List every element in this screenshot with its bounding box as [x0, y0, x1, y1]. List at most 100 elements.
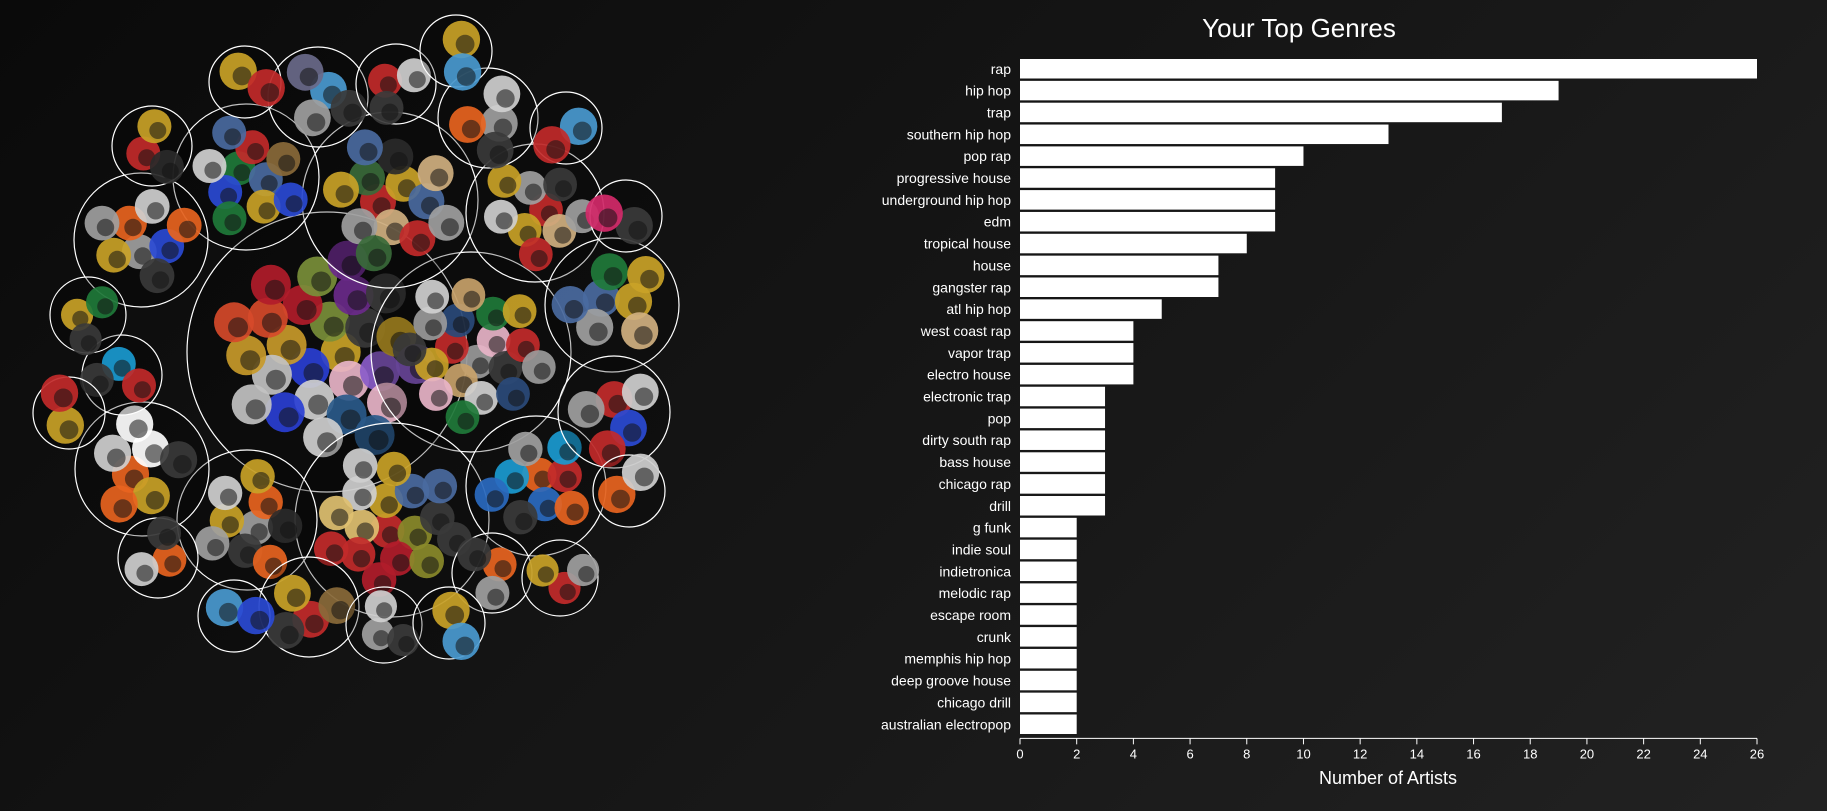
- artist-avatar-shade: [325, 544, 344, 562]
- category-label: indie soul: [952, 541, 1011, 557]
- artist-avatar-shade: [379, 76, 397, 94]
- genre-bubble[interactable]: [73, 172, 209, 308]
- category-label: chicago rap: [939, 476, 1012, 492]
- bars-group: [1020, 59, 1757, 734]
- artist-avatar-shade: [308, 394, 329, 415]
- genre-bubble[interactable]: [465, 143, 605, 283]
- genre-bubble[interactable]: [301, 111, 479, 289]
- artist-avatar-shade: [427, 292, 444, 310]
- genre-bubble[interactable]: [521, 539, 600, 617]
- artist-avatar-shade: [634, 326, 653, 345]
- category-label: crunk: [977, 629, 1012, 645]
- genre-bubble[interactable]: [267, 46, 369, 148]
- artist-avatar-shade: [489, 145, 509, 164]
- artist-avatar-shade: [381, 397, 401, 418]
- artist-avatar-shade: [515, 512, 533, 531]
- bar-southern-hip-hop: [1020, 124, 1389, 145]
- category-label: underground hip hop: [882, 192, 1011, 208]
- x-tick-label: 8: [1243, 746, 1250, 761]
- artist-avatar-shade: [311, 271, 332, 292]
- artist-avatar-shade: [499, 176, 517, 194]
- artist-avatar-shade: [461, 119, 481, 139]
- artist-avatar-shade: [476, 393, 494, 411]
- bar-drill: [1020, 496, 1106, 516]
- genre-bubble[interactable]: [370, 251, 572, 453]
- artist-avatar-shade: [634, 467, 654, 487]
- artist-avatar-shade: [368, 430, 389, 450]
- category-label: electronic trap: [923, 389, 1011, 405]
- category-label: indietronica: [939, 563, 1011, 579]
- genre-bubble[interactable]: [544, 237, 680, 373]
- genre-bubble[interactable]: [197, 579, 275, 653]
- bar-rap: [1020, 59, 1757, 79]
- artist-avatar-shade: [286, 588, 306, 607]
- genre-bubble[interactable]: [529, 91, 603, 165]
- x-axis: 0 2 4 6 8 10 12 14 16 18 20 22 24 26: [1016, 737, 1764, 761]
- artist-avatar-shade: [392, 554, 410, 572]
- genre-bubble[interactable]: [176, 449, 318, 591]
- genre-bubble[interactable]: [419, 14, 493, 91]
- artist-avatar-shade: [589, 322, 608, 342]
- artist-avatar-shade: [389, 152, 408, 170]
- genre-bubble[interactable]: [585, 179, 663, 253]
- bar-vapor-trap: [1020, 343, 1134, 363]
- artist-avatar-shade: [250, 523, 268, 541]
- x-tick-label: 0: [1016, 746, 1023, 761]
- x-tick-label: 10: [1296, 746, 1310, 761]
- artist-avatar-shade: [409, 528, 427, 546]
- genre-bubble[interactable]: [111, 105, 193, 187]
- artist-avatar-shade: [368, 248, 387, 267]
- genre-bubble[interactable]: [355, 43, 437, 125]
- artist-avatar-shade: [343, 103, 362, 123]
- artist-avatar-shade: [331, 601, 350, 620]
- bar-pop-rap: [1020, 146, 1304, 166]
- artist-avatar-shade: [623, 423, 642, 442]
- bar-bass-house: [1020, 452, 1106, 472]
- artist-avatar-shade: [455, 34, 475, 54]
- genre-bubble[interactable]: [465, 415, 607, 557]
- artist-avatar-shade: [580, 404, 600, 424]
- artist-avatar-shade: [421, 556, 439, 574]
- genre-bubble[interactable]: [49, 276, 127, 356]
- genre-bubble[interactable]: [592, 453, 666, 528]
- artist-avatar-shade: [488, 336, 506, 353]
- genre-bubble[interactable]: [294, 422, 490, 618]
- genre-bubble[interactable]: [557, 355, 671, 469]
- artist-avatar-shade: [134, 247, 152, 265]
- artist-avatar-shade: [595, 293, 615, 313]
- genre-bubble[interactable]: [172, 103, 320, 251]
- artist-avatar-shade: [514, 306, 532, 324]
- genre-bubble[interactable]: [117, 516, 199, 599]
- artist-avatar-shade: [96, 218, 115, 237]
- genre-bubble[interactable]: [437, 67, 539, 169]
- artist-avatar-shade: [398, 636, 415, 653]
- bar-chicago-rap: [1020, 474, 1106, 494]
- genre-bubble[interactable]: [258, 556, 360, 658]
- artist-avatar-shade: [240, 350, 261, 371]
- x-tick-label: 24: [1693, 746, 1707, 761]
- artist-avatar-shade: [207, 539, 225, 557]
- genre-bubble[interactable]: [79, 334, 163, 416]
- category-label: chicago drill: [937, 694, 1011, 710]
- artist-avatar-shade: [265, 369, 286, 390]
- bar-dirty-south-rap: [1020, 430, 1106, 450]
- genre-bubble[interactable]: [74, 401, 210, 537]
- artist-avatar-shade: [317, 432, 338, 453]
- artist-avatar-shade: [463, 290, 481, 308]
- category-label: vapor trap: [948, 345, 1011, 361]
- artist-avatar-shade: [280, 625, 299, 645]
- bar-progressive-house: [1020, 168, 1276, 188]
- artist-avatar-shade: [260, 175, 278, 193]
- x-tick-label: 12: [1353, 746, 1367, 761]
- artist-avatar-shade: [440, 218, 459, 237]
- artist-avatar-shade: [354, 461, 373, 479]
- genre-bubble[interactable]: [208, 45, 285, 119]
- genre-bubble[interactable]: [345, 586, 423, 664]
- artist-avatar-shade: [265, 557, 283, 575]
- artist-avatar-shade: [306, 113, 326, 132]
- genre-bubble[interactable]: [412, 586, 486, 660]
- genre-bubble[interactable]: [32, 374, 106, 450]
- artist-avatar-shade: [445, 605, 465, 625]
- artist-avatar-shade: [608, 394, 627, 414]
- artist-avatar-shade: [80, 335, 97, 352]
